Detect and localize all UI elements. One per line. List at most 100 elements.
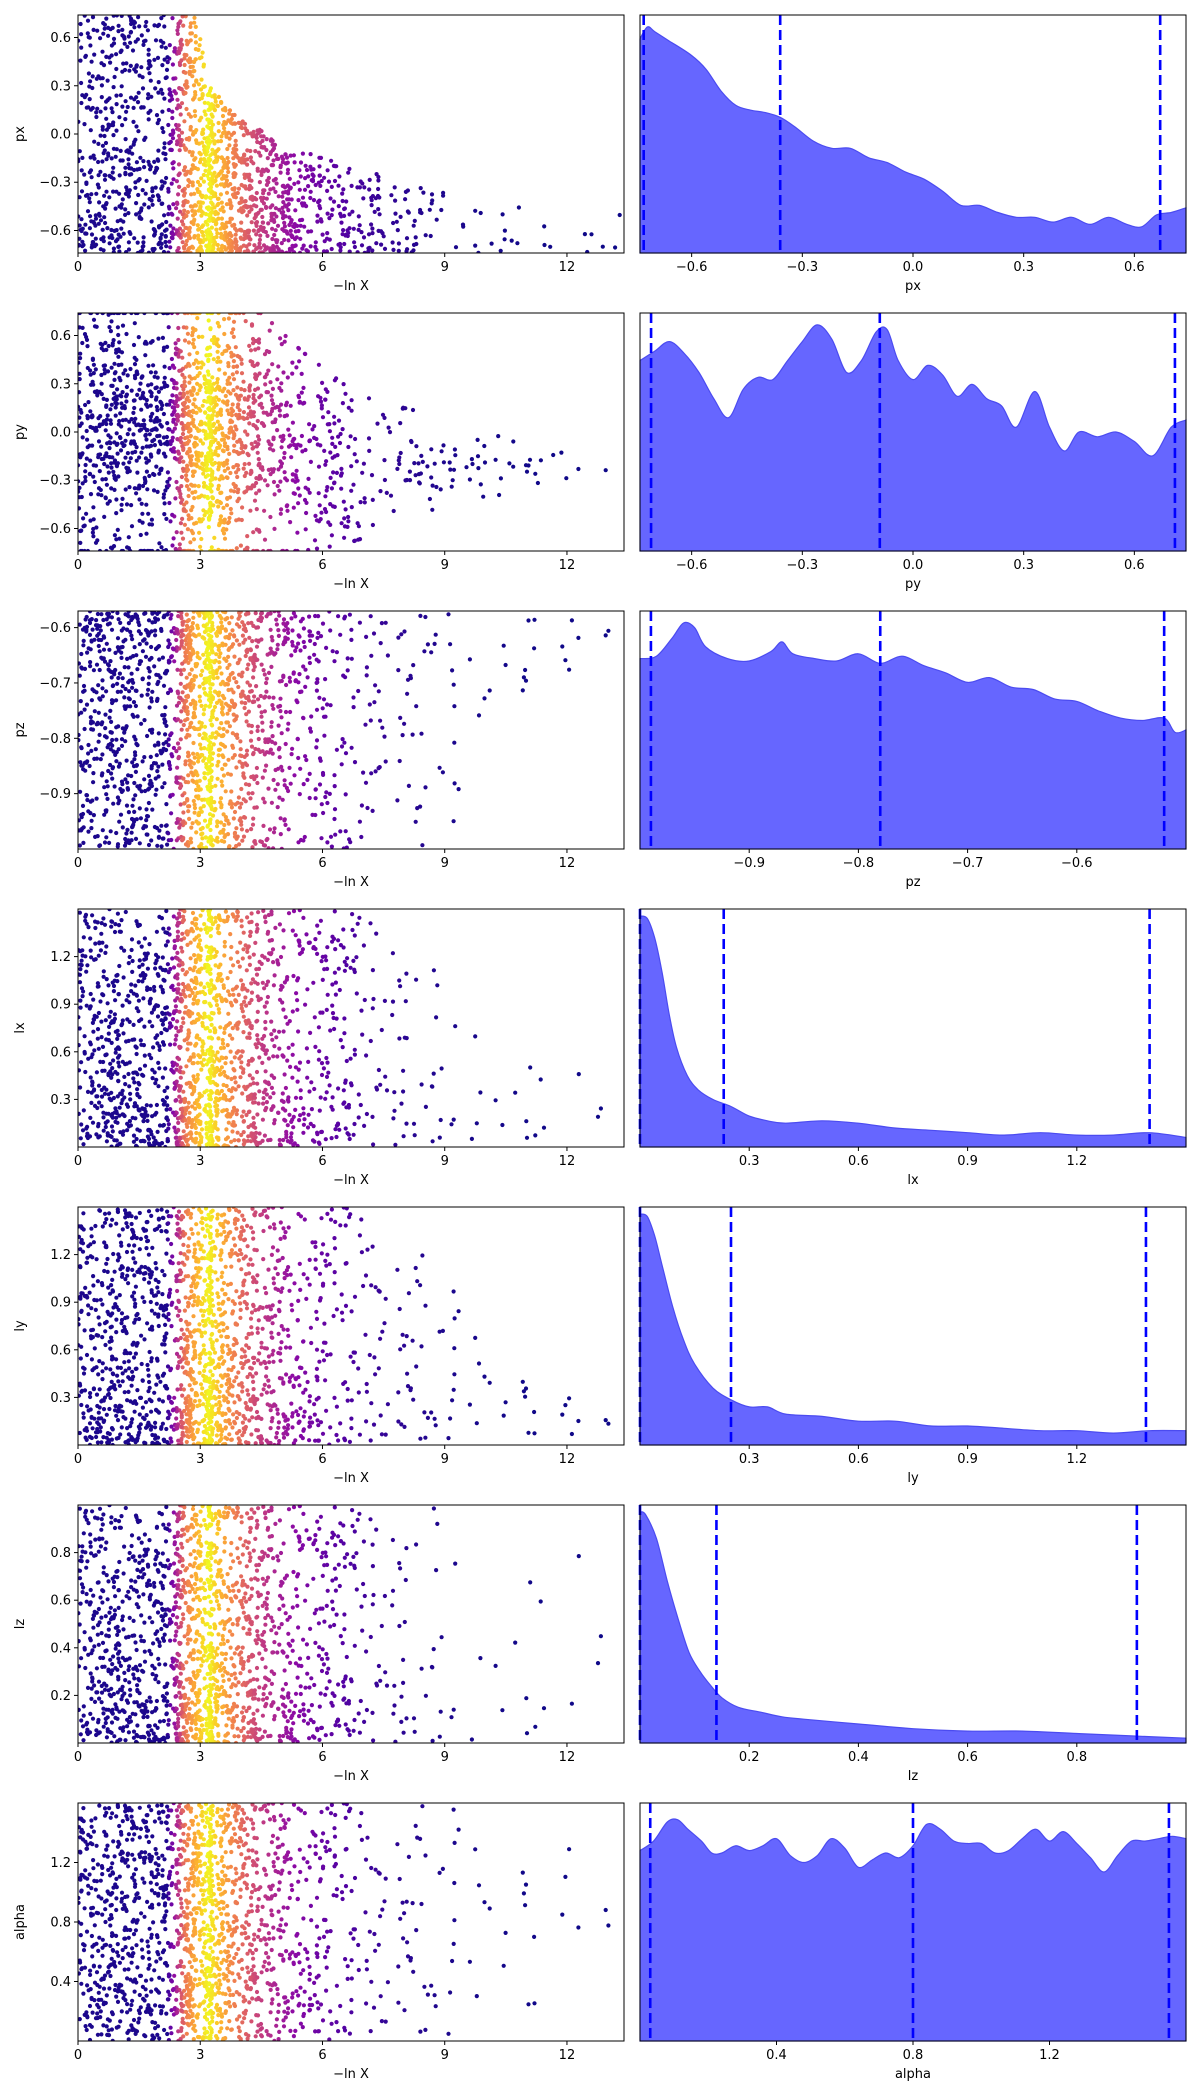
sample-point — [323, 462, 328, 467]
sample-point — [293, 229, 298, 234]
sample-point — [126, 194, 131, 199]
sample-point — [186, 438, 192, 444]
sample-point — [137, 177, 142, 182]
sample-point — [163, 454, 168, 459]
sample-point — [238, 415, 243, 420]
sample-point — [194, 140, 199, 145]
sample-point — [441, 460, 446, 465]
sample-point — [104, 689, 109, 694]
sample-point — [78, 236, 82, 241]
sample-point — [85, 759, 90, 764]
sample-point — [262, 352, 268, 357]
sample-point — [105, 796, 110, 802]
sample-point — [140, 483, 146, 489]
sample-point — [192, 209, 197, 214]
sample-point — [185, 727, 190, 732]
sample-point — [166, 189, 171, 194]
sample-point — [342, 206, 347, 212]
sample-point — [192, 157, 197, 162]
sample-point — [343, 391, 348, 396]
sample-point — [237, 437, 242, 442]
kde-xlabel: px — [905, 279, 921, 294]
sample-point — [245, 148, 250, 153]
sample-point — [138, 381, 143, 386]
sample-point — [210, 837, 215, 842]
sample-point — [239, 196, 244, 201]
sample-point — [223, 789, 228, 794]
scatter-ytick-label: 0.6 — [50, 329, 71, 344]
sample-point — [201, 64, 206, 69]
sample-point — [123, 686, 128, 692]
sample-point — [168, 245, 173, 250]
sample-point — [236, 496, 242, 501]
sample-point — [109, 486, 114, 491]
sample-point — [178, 719, 183, 724]
sample-point — [231, 481, 236, 487]
sample-point — [278, 464, 284, 469]
sample-point — [193, 404, 198, 409]
sample-point — [115, 325, 120, 330]
sample-point — [227, 345, 232, 350]
kde-xtick-label: 0.6 — [1124, 558, 1145, 573]
sample-point — [288, 443, 293, 448]
sample-point — [245, 432, 250, 437]
sample-point — [174, 394, 179, 399]
sample-point — [94, 525, 99, 530]
sample-point — [315, 680, 320, 685]
sample-point — [206, 353, 211, 358]
sample-point — [320, 706, 325, 711]
sample-point — [286, 208, 291, 213]
sample-point — [251, 392, 256, 398]
sample-point — [94, 756, 99, 761]
sample-point — [150, 807, 155, 812]
sample-point — [149, 94, 154, 99]
sample-point — [78, 390, 82, 395]
sample-point — [150, 548, 155, 551]
sample-point — [130, 824, 135, 829]
sample-point — [191, 537, 197, 542]
sample-point — [339, 744, 345, 749]
sample-point — [276, 723, 281, 728]
sample-point — [213, 211, 218, 217]
sample-point — [84, 181, 89, 186]
sample-point — [227, 220, 232, 225]
sample-point — [90, 242, 95, 248]
sample-point — [371, 631, 377, 636]
sample-point — [102, 367, 107, 372]
sample-point — [218, 359, 223, 364]
sample-point — [481, 494, 486, 499]
sample-point — [215, 231, 220, 236]
sample-point — [224, 720, 229, 725]
sample-point — [144, 469, 149, 474]
sample-point — [191, 402, 196, 407]
sample-point — [218, 820, 224, 825]
sample-point — [301, 243, 306, 248]
sample-point — [215, 763, 220, 768]
sample-point — [130, 450, 135, 455]
sample-point — [200, 441, 206, 446]
sample-point — [169, 211, 174, 216]
sample-point — [155, 548, 160, 551]
sample-point — [429, 475, 434, 480]
sample-point — [100, 227, 105, 232]
sample-point — [191, 615, 196, 620]
sample-point — [218, 231, 224, 236]
sample-point — [174, 206, 179, 211]
sample-point — [225, 616, 230, 621]
sample-point — [193, 313, 198, 316]
sample-point — [182, 52, 187, 58]
sample-point — [355, 250, 360, 253]
sample-point — [172, 456, 177, 461]
sample-point — [390, 240, 395, 245]
sample-point — [110, 737, 115, 743]
sample-point — [78, 404, 81, 409]
sample-point — [78, 540, 83, 546]
sample-point — [78, 313, 82, 316]
sample-point — [192, 15, 197, 20]
sample-point — [192, 217, 197, 222]
sample-point — [143, 432, 148, 437]
sample-point — [251, 249, 256, 253]
sample-point — [301, 385, 306, 390]
sample-point — [108, 421, 114, 426]
sample-point — [258, 233, 263, 238]
